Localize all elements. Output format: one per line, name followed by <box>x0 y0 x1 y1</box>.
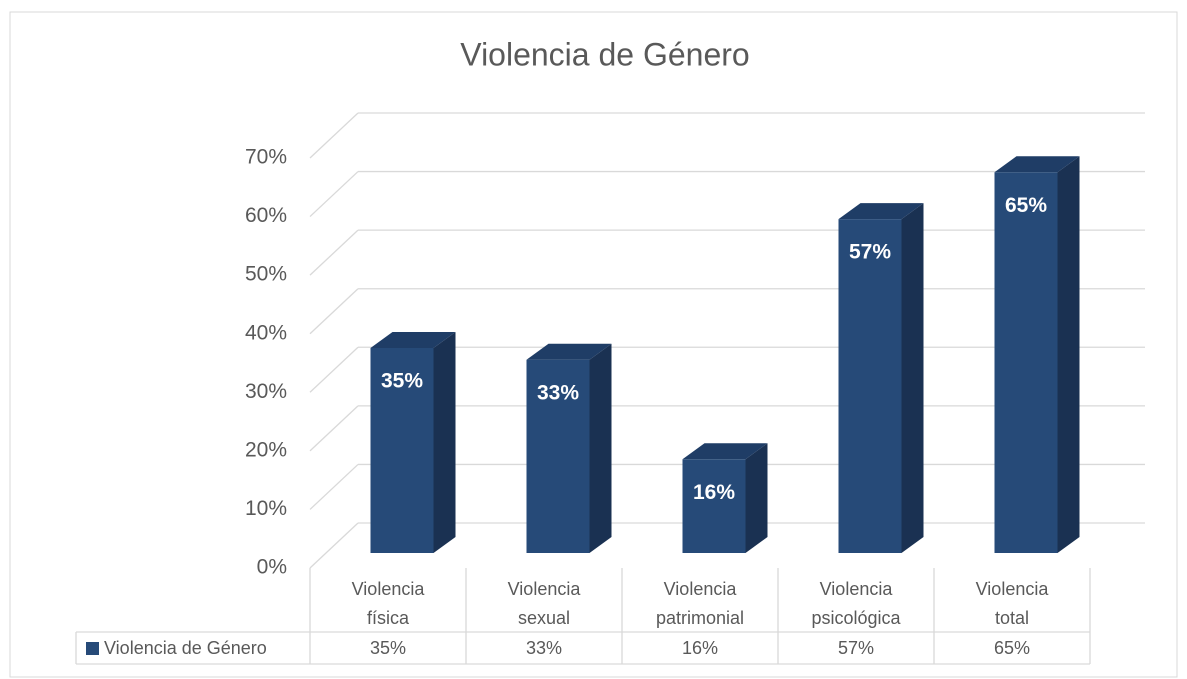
x-tick-label: Violencia psicológica <box>811 579 901 628</box>
table-value: 35% <box>370 638 406 658</box>
y-tick-label: 70% <box>245 146 287 169</box>
grid-line <box>309 229 359 276</box>
table-value: 57% <box>838 638 874 658</box>
grid-line <box>309 112 359 159</box>
grid-line <box>309 522 359 569</box>
table-value: 65% <box>994 638 1030 658</box>
y-tick-label: 40% <box>245 321 287 344</box>
y-tick-label: 10% <box>245 497 287 520</box>
bar-top <box>370 332 456 348</box>
chart-title: Violencia de Género <box>460 36 749 72</box>
bar-top <box>838 203 924 220</box>
data-label: 33% <box>537 381 579 404</box>
bar-top <box>526 343 612 360</box>
grid-line <box>309 346 359 393</box>
grid-line <box>309 288 359 335</box>
y-tick-label: 60% <box>245 204 287 227</box>
data-label: 65% <box>1005 194 1047 217</box>
x-tick-label: Violencia total <box>976 579 1050 628</box>
x-tick-label: Violencia patrimonial <box>656 579 744 628</box>
y-tick-label: 0% <box>257 556 287 579</box>
bar-top <box>682 443 768 460</box>
bar <box>526 359 590 553</box>
bar-side <box>433 332 456 553</box>
bar-side <box>589 343 612 553</box>
y-tick-label: 30% <box>245 380 287 403</box>
y-tick-label: 50% <box>245 263 287 286</box>
grid-line <box>309 171 359 218</box>
bar-side <box>901 203 924 553</box>
data-label: 16% <box>693 481 735 504</box>
table-value: 16% <box>682 638 718 658</box>
bar-top <box>994 156 1080 173</box>
grid-line <box>309 463 359 510</box>
bar-side <box>745 443 768 553</box>
grid-line <box>309 405 359 452</box>
x-tick-label: Violencia sexual <box>508 579 582 628</box>
data-label: 35% <box>381 370 423 393</box>
data-label: 57% <box>849 241 891 264</box>
bar-side <box>1057 156 1080 554</box>
bar <box>994 172 1058 554</box>
bar <box>838 219 902 553</box>
y-tick-label: 20% <box>245 438 287 461</box>
x-tick-label: Violencia física <box>352 579 426 628</box>
bar <box>370 348 434 553</box>
legend-label: Violencia de Género <box>104 638 267 658</box>
legend-swatch <box>86 642 99 655</box>
bar <box>682 459 746 553</box>
table-value: 33% <box>526 638 562 658</box>
